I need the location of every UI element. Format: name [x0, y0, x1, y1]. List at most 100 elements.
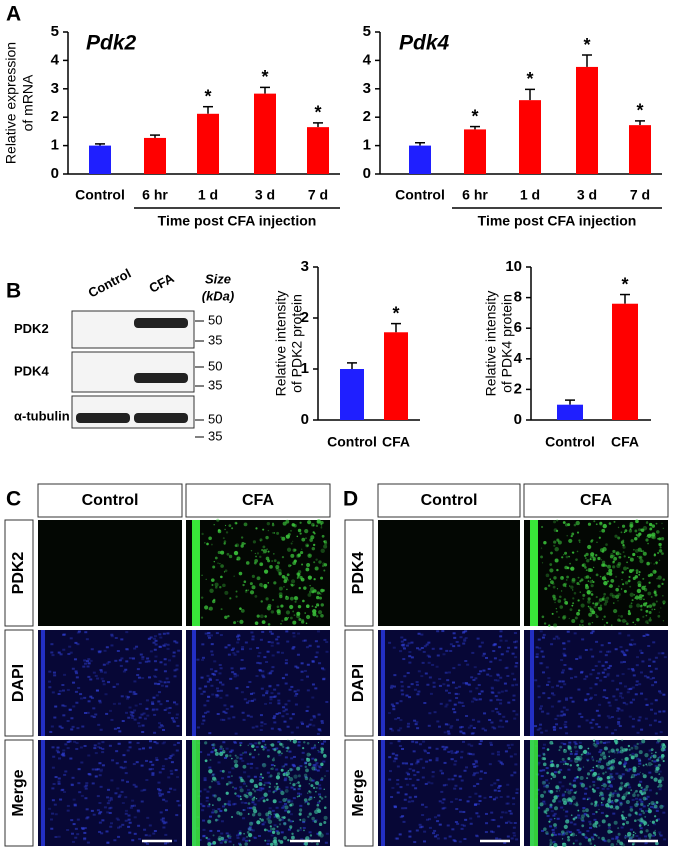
- nucleus: [130, 804, 134, 807]
- nucleus: [61, 689, 65, 692]
- nucleus: [155, 756, 159, 759]
- signal: [571, 551, 574, 554]
- signal: [605, 596, 610, 600]
- signal: [263, 584, 268, 589]
- nucleus: [142, 712, 146, 715]
- x-tick-label: Control: [75, 187, 125, 203]
- signal: [638, 596, 643, 601]
- nucleus: [296, 726, 300, 729]
- nucleus: [478, 795, 482, 798]
- nucleus: [546, 712, 550, 715]
- nucleus: [388, 778, 392, 781]
- nucleus: [602, 695, 606, 698]
- nucleus: [175, 814, 179, 817]
- signal: [289, 782, 292, 785]
- nucleus: [473, 759, 477, 762]
- nucleus: [116, 787, 120, 790]
- nucleus: [207, 634, 211, 637]
- nucleus: [176, 776, 180, 779]
- signal: [599, 795, 601, 797]
- signal: [287, 839, 290, 842]
- signal: [273, 785, 276, 788]
- nucleus: [259, 787, 263, 790]
- panel-label: D: [343, 488, 358, 511]
- nucleus: [277, 692, 281, 695]
- signal: [278, 823, 282, 826]
- nucleus: [277, 787, 281, 790]
- signal: [265, 812, 270, 817]
- signal: [234, 544, 238, 547]
- nucleus: [619, 775, 623, 778]
- nucleus: [550, 810, 554, 813]
- nucleus: [270, 641, 274, 644]
- signal: [214, 818, 218, 822]
- nucleus: [76, 643, 80, 646]
- signal: [648, 618, 652, 622]
- signal: [279, 840, 284, 844]
- nucleus: [607, 767, 611, 770]
- nucleus: [435, 833, 439, 836]
- nucleus: [275, 747, 279, 750]
- nucleus: [62, 714, 66, 717]
- signal: [643, 598, 645, 601]
- nucleus: [97, 745, 101, 748]
- signal: [563, 748, 566, 751]
- signal: [216, 518, 220, 522]
- nucleus: [616, 707, 620, 710]
- nucleus: [76, 727, 80, 730]
- nucleus: [314, 763, 318, 766]
- signal: [628, 604, 633, 609]
- signal: [310, 535, 315, 540]
- nucleus: [470, 676, 474, 679]
- signal: [315, 842, 319, 846]
- signal: [548, 820, 551, 823]
- signal: [604, 599, 609, 604]
- nucleus: [571, 700, 575, 703]
- signal: [320, 548, 325, 554]
- signal: [583, 749, 588, 755]
- nucleus: [141, 658, 145, 661]
- nucleus: [171, 719, 175, 722]
- signal: [307, 520, 312, 525]
- nucleus: [495, 796, 499, 799]
- signal: [219, 751, 224, 757]
- nucleus: [406, 725, 410, 728]
- nucleus: [641, 660, 645, 663]
- signal: [642, 577, 645, 580]
- signal: [662, 759, 665, 763]
- nucleus: [632, 698, 636, 701]
- nucleus: [403, 675, 407, 678]
- nucleus: [574, 742, 578, 745]
- nucleus: [413, 719, 417, 722]
- signal: [619, 777, 622, 780]
- nucleus: [219, 667, 223, 670]
- nucleus: [285, 786, 289, 789]
- signal: [604, 575, 606, 577]
- signal: [653, 804, 658, 809]
- nucleus: [590, 769, 594, 772]
- nucleus: [497, 789, 501, 792]
- signal: [631, 773, 636, 779]
- nucleus: [534, 725, 538, 728]
- nucleus: [619, 695, 623, 698]
- nucleus: [545, 779, 549, 782]
- nucleus: [297, 741, 301, 744]
- nucleus: [102, 663, 106, 666]
- nucleus: [611, 837, 615, 840]
- signal: [319, 739, 322, 741]
- signal: [632, 576, 636, 580]
- nucleus: [615, 836, 619, 839]
- nucleus: [54, 705, 58, 708]
- nucleus: [540, 650, 544, 653]
- nucleus: [548, 789, 552, 792]
- signal: [546, 748, 550, 751]
- signal: [647, 622, 649, 624]
- signal: [540, 555, 543, 559]
- nucleus: [158, 680, 162, 683]
- nucleus: [242, 809, 246, 812]
- nucleus: [514, 646, 518, 649]
- signal: [585, 557, 587, 559]
- signal: [259, 562, 264, 567]
- nucleus: [277, 702, 281, 705]
- signal: [623, 765, 626, 768]
